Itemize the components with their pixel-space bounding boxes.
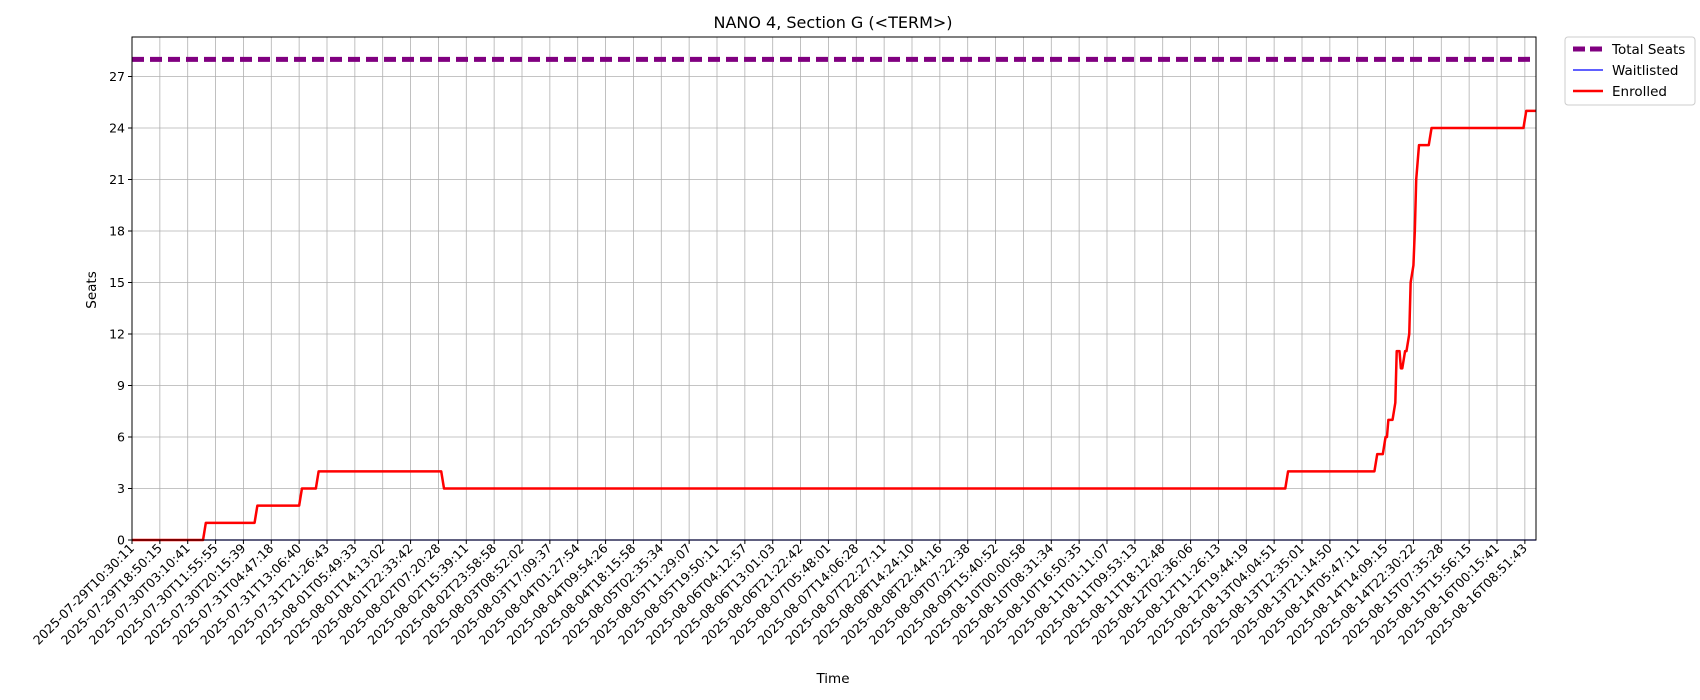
y-tick-label: 15 (109, 275, 125, 290)
chart-title: NANO 4, Section G (<TERM>) (713, 13, 952, 32)
legend: Total Seats Waitlisted Enrolled (1564, 36, 1696, 106)
y-tick-label: 6 (117, 429, 125, 444)
plot-frame (131, 36, 1537, 541)
grid (131, 37, 1536, 541)
y-tick-label: 12 (109, 326, 125, 341)
legend-label-waitlisted: Waitlisted (1612, 63, 1679, 79)
y-tick-label: 27 (109, 69, 125, 84)
y-axis: 0 3 6 9 12 15 18 21 24 27 (109, 69, 132, 548)
y-tick-label: 18 (109, 223, 125, 238)
legend-box (1564, 36, 1696, 106)
y-tick-label: 0 (117, 533, 125, 548)
y-axis-title: Seats (84, 271, 100, 308)
y-tick-label: 3 (117, 481, 125, 496)
y-tick-label: 24 (109, 120, 125, 135)
legend-label-enrolled: Enrolled (1612, 84, 1667, 100)
series-line-enrolled (132, 109, 1536, 542)
x-axis-title: Time (815, 671, 849, 687)
legend-label-total-seats: Total Seats (1611, 42, 1685, 58)
y-tick-label: 9 (117, 378, 125, 393)
y-tick-label: 21 (109, 172, 125, 187)
